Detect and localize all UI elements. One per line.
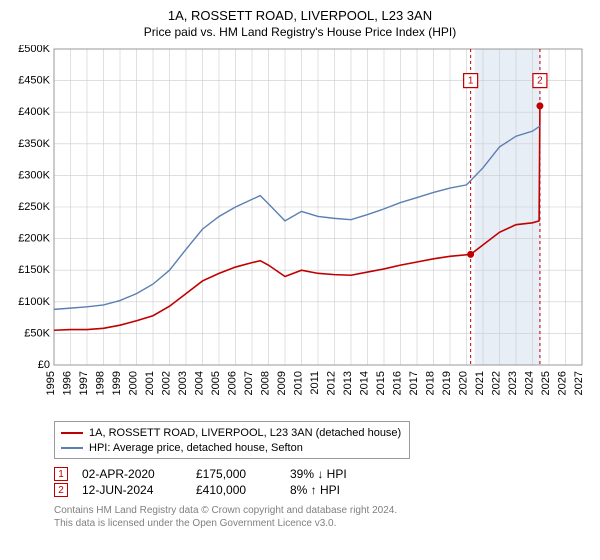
- legend-swatch: [61, 432, 83, 434]
- x-tick-label: 2014: [359, 371, 371, 395]
- x-tick-label: 1998: [95, 371, 107, 395]
- x-tick-label: 2007: [243, 371, 255, 395]
- x-tick-label: 2003: [177, 371, 189, 395]
- x-tick-label: 2017: [408, 371, 420, 395]
- legend-label: 1A, ROSSETT ROAD, LIVERPOOL, L23 3AN (de…: [89, 427, 401, 439]
- sale-row: 2 12-JUN-2024 £410,000 8% ↑ HPI: [54, 483, 590, 497]
- x-tick-label: 2022: [491, 371, 503, 395]
- x-tick-label: 2013: [342, 371, 354, 395]
- x-tick-label: 1997: [78, 371, 90, 395]
- x-tick-label: 2000: [128, 371, 140, 395]
- x-tick-label: 2021: [474, 371, 486, 395]
- sale-dot: [467, 251, 474, 258]
- sale-date: 12-JUN-2024: [82, 483, 182, 497]
- x-tick-label: 2005: [210, 371, 222, 395]
- x-tick-label: 2023: [507, 371, 519, 395]
- event-marker-label: 1: [468, 76, 474, 87]
- event-marker-label: 2: [537, 76, 543, 87]
- legend-label: HPI: Average price, detached house, Seft…: [89, 442, 303, 454]
- chart-title: 1A, ROSSETT ROAD, LIVERPOOL, L23 3AN: [10, 8, 590, 23]
- chart-subtitle: Price paid vs. HM Land Registry's House …: [10, 25, 590, 39]
- sale-pct: 8% ↑ HPI: [290, 483, 380, 497]
- y-tick-label: £400K: [18, 106, 50, 118]
- x-tick-label: 1995: [45, 371, 57, 395]
- sale-dot: [536, 102, 543, 109]
- x-tick-label: 2025: [540, 371, 552, 395]
- y-tick-label: £100K: [18, 296, 50, 308]
- footer-line-2: This data is licensed under the Open Gov…: [54, 518, 590, 531]
- y-tick-label: £150K: [18, 264, 50, 276]
- sale-price: £175,000: [196, 467, 276, 481]
- sale-pct: 39% ↓ HPI: [290, 467, 380, 481]
- x-tick-label: 2019: [441, 371, 453, 395]
- x-tick-label: 2018: [425, 371, 437, 395]
- legend: 1A, ROSSETT ROAD, LIVERPOOL, L23 3AN (de…: [54, 421, 410, 459]
- y-tick-label: £50K: [24, 327, 50, 339]
- x-tick-label: 2002: [161, 371, 173, 395]
- legend-item: 1A, ROSSETT ROAD, LIVERPOOL, L23 3AN (de…: [61, 425, 401, 440]
- x-tick-label: 1999: [111, 371, 123, 395]
- x-tick-label: 2012: [326, 371, 338, 395]
- y-tick-label: £200K: [18, 233, 50, 245]
- x-tick-label: 2006: [227, 371, 239, 395]
- legend-swatch: [61, 447, 83, 449]
- sale-price: £410,000: [196, 483, 276, 497]
- y-tick-label: £350K: [18, 138, 50, 150]
- legend-item: HPI: Average price, detached house, Seft…: [61, 440, 401, 455]
- y-tick-label: £300K: [18, 169, 50, 181]
- x-tick-label: 2015: [375, 371, 387, 395]
- x-tick-label: 2026: [557, 371, 569, 395]
- x-tick-label: 2011: [309, 371, 321, 395]
- footer: Contains HM Land Registry data © Crown c…: [54, 505, 590, 530]
- x-tick-label: 2009: [276, 371, 288, 395]
- y-tick-label: £250K: [18, 201, 50, 213]
- sale-row: 1 02-APR-2020 £175,000 39% ↓ HPI: [54, 467, 590, 481]
- chart: £0 £50K £100K £150K £200K £250K £300K £350K £400…: [10, 45, 590, 415]
- x-tick-label: 2020: [458, 371, 470, 395]
- series-hpi: [54, 126, 540, 309]
- y-tick-label: £0: [38, 359, 50, 371]
- sale-marker: 1: [54, 467, 68, 481]
- x-tick-label: 2008: [260, 371, 272, 395]
- y-tick-label: £450K: [18, 75, 50, 87]
- series-property: [54, 106, 540, 330]
- footer-line-1: Contains HM Land Registry data © Crown c…: [54, 505, 590, 518]
- x-tick-label: 2016: [392, 371, 404, 395]
- x-tick-label: 2001: [144, 371, 156, 395]
- sales-table: 1 02-APR-2020 £175,000 39% ↓ HPI 2 12-JUN-202…: [54, 467, 590, 497]
- sale-date: 02-APR-2020: [82, 467, 182, 481]
- x-tick-label: 2027: [573, 371, 585, 395]
- x-tick-label: 1996: [62, 371, 74, 395]
- x-tick-label: 2010: [293, 371, 305, 395]
- sale-marker: 2: [54, 483, 68, 497]
- x-tick-label: 2024: [524, 371, 536, 395]
- chart-svg: £0 £50K £100K £150K £200K £250K £300K £350K £400…: [10, 45, 590, 415]
- x-tick-label: 2004: [194, 371, 206, 395]
- y-tick-label: £500K: [18, 45, 50, 55]
